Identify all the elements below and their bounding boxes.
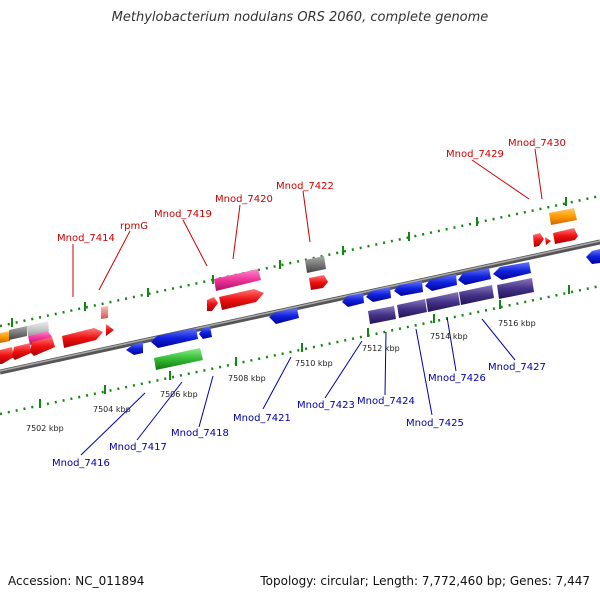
genome-backbone	[0, 239, 600, 375]
gene-arrow[interactable]	[219, 289, 264, 310]
gene-label[interactable]: Mnod_7424	[357, 396, 415, 407]
gene-arrow[interactable]	[0, 347, 14, 364]
genome-summary: Topology: circular; Length: 7,772,460 bp…	[260, 574, 590, 588]
scale-label: 7506 kbp	[160, 390, 198, 399]
gene-label[interactable]: Mnod_7418	[171, 428, 229, 439]
gene-arrow[interactable]	[493, 262, 531, 280]
gene-arrow-mnod-7429[interactable]	[533, 233, 544, 247]
bottom-gene-labels: Mnod_7416 Mnod_7417 Mnod_7418 Mnod_7421 …	[52, 362, 546, 469]
gene-label[interactable]: Mnod_7429	[446, 149, 504, 160]
gene-arrow-mnod-7419[interactable]	[207, 297, 218, 311]
gene-label[interactable]: Mnod_7416	[52, 458, 110, 469]
gene-arrow[interactable]	[394, 281, 423, 296]
gene-arrow[interactable]	[12, 343, 31, 360]
gene-label[interactable]: Mnod_7425	[406, 418, 464, 429]
gene-arrow[interactable]	[458, 268, 491, 285]
gene-arrow-rpmG[interactable]	[101, 306, 108, 319]
gene-arrow-mnod-7414[interactable]	[62, 328, 103, 348]
gene-arrow[interactable]	[151, 328, 198, 348]
gene-arrow-mnod-7426[interactable]	[459, 285, 494, 305]
gene-label[interactable]: Mnod_7420	[215, 194, 273, 205]
gene-arrow-mnod-7417[interactable]	[154, 348, 203, 370]
forward-strand-genes	[0, 208, 578, 348]
gene-arrow[interactable]	[426, 292, 460, 312]
lower-scale-ticks	[39, 285, 570, 408]
gene-arrow[interactable]	[586, 249, 600, 264]
bottom-label-leaders	[80, 316, 516, 456]
gene-arrow[interactable]	[425, 274, 457, 291]
reverse-strand-genes	[0, 249, 600, 370]
gene-arrow-mnod-7427[interactable]	[497, 278, 534, 299]
scale-label: 7502 kbp	[26, 424, 64, 433]
gene-arrow[interactable]	[342, 293, 364, 307]
genome-backbone-highlight	[0, 240, 600, 372]
upper-scale-ticks	[11, 197, 567, 327]
gene-arrow[interactable]	[545, 237, 551, 245]
scale-label: 7512 kbp	[362, 344, 400, 353]
gene-label[interactable]: rpmG	[120, 221, 148, 232]
scale-label: 7508 kbp	[228, 374, 266, 383]
gene-label[interactable]: Mnod_7430	[508, 138, 566, 149]
gene-arrow[interactable]	[366, 287, 391, 302]
genome-title: Methylobacterium nodulans ORS 2060, comp…	[111, 10, 489, 25]
gene-arrow-mnod-7421[interactable]	[269, 308, 299, 324]
gene-label[interactable]: Mnod_7427	[488, 362, 546, 373]
gene-arrow[interactable]	[106, 324, 114, 336]
gene-arrow-mnod-7430[interactable]	[549, 208, 577, 225]
scale-label: 7514 kbp	[430, 332, 468, 341]
top-gene-labels: Mnod_7414 rpmG Mnod_7419 Mnod_7420 Mnod_…	[57, 138, 566, 244]
gene-label[interactable]: Mnod_7419	[154, 209, 212, 220]
gene-arrow[interactable]	[30, 337, 55, 356]
gene-arrow-mnod-7423[interactable]	[368, 306, 396, 324]
gene-label[interactable]: Mnod_7414	[57, 233, 115, 244]
gene-label[interactable]: Mnod_7417	[109, 442, 167, 453]
gene-arrow[interactable]	[126, 342, 143, 355]
scale-label: 7510 kbp	[295, 359, 333, 368]
top-label-leaders	[72, 148, 543, 297]
gene-label[interactable]: Mnod_7423	[297, 400, 355, 411]
gene-label[interactable]: Mnod_7421	[233, 413, 291, 424]
gene-arrow[interactable]	[9, 326, 27, 340]
gene-arrow-mnod-7420[interactable]	[214, 269, 261, 291]
accession-label: Accession: NC_011894	[8, 574, 145, 588]
gene-arrow[interactable]	[309, 275, 328, 290]
gene-arrow-mnod-7422[interactable]	[305, 256, 326, 273]
gene-label[interactable]: Mnod_7426	[428, 373, 486, 384]
gene-arrow-mnod-7425[interactable]	[397, 299, 427, 318]
scale-label: 7504 kbp	[93, 405, 131, 414]
gene-arrow[interactable]	[199, 326, 212, 339]
gene-arrow[interactable]	[553, 228, 578, 244]
scale-label: 7516 kbp	[498, 319, 536, 328]
gene-label[interactable]: Mnod_7422	[276, 181, 334, 192]
gene-arrow[interactable]	[0, 331, 10, 343]
